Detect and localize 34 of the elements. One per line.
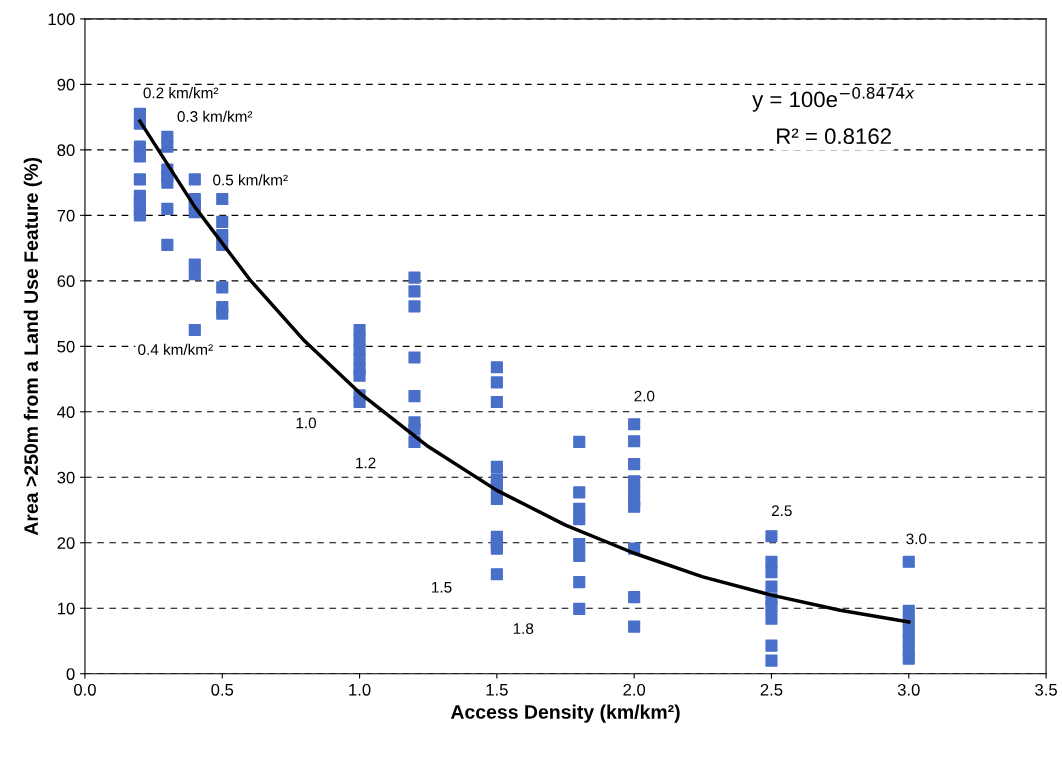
annotation: R² = 0.8162 <box>777 128 891 145</box>
x-tick-label: 0.5 <box>211 683 234 696</box>
y-tick-label: 30 <box>57 471 75 484</box>
annotation: 1.2 <box>356 457 376 469</box>
annotation: 0.4 km/km² <box>138 343 213 356</box>
x-tick-label: 1.5 <box>486 684 508 696</box>
y-tick-label: 50 <box>57 340 75 353</box>
annotation: y = 100e$^{−0.8474x}$ <box>752 87 915 112</box>
y-tick-label: 0 <box>66 668 75 680</box>
x-axis-title: Access Density (km/km²) <box>450 704 680 723</box>
y-tick-label: 60 <box>57 275 75 288</box>
annotation: 1.8 <box>513 623 534 634</box>
annotation: 1.5 <box>432 582 452 593</box>
x-tick-label: 2.5 <box>760 683 783 696</box>
annotation: 1.0 <box>296 417 317 429</box>
y-tick-label: 40 <box>57 406 75 419</box>
y-tick-label: 80 <box>57 144 75 157</box>
annotation: 0.3 km/km² <box>177 110 253 122</box>
annotation: 3.0 <box>906 533 927 545</box>
annotation: 0.5 km/km² <box>213 174 288 186</box>
y-tick-label: 70 <box>57 209 75 222</box>
x-tick-label: 0.0 <box>74 683 96 696</box>
y-tick-label: 100 <box>48 13 75 26</box>
x-tick-label: 3.0 <box>897 683 920 696</box>
annotation: 0.2 km/km² <box>143 87 219 99</box>
y-tick-label: 20 <box>57 537 75 549</box>
annotation: 2.5 <box>771 505 792 517</box>
y-axis-title: Area >250m from a Land Use Feature (%) <box>23 157 42 536</box>
x-tick-label: 1.0 <box>349 683 371 696</box>
annotation: 2.0 <box>634 390 655 402</box>
x-tick-label: 3.5 <box>1035 683 1057 696</box>
y-tick-label: 90 <box>57 78 75 91</box>
x-tick-label: 2.0 <box>623 683 646 696</box>
y-tick-label: 10 <box>57 602 75 615</box>
